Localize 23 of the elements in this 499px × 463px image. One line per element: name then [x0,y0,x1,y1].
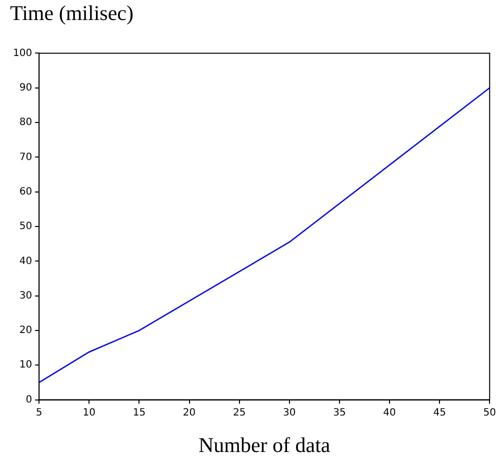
y-tick-label: 40 [19,256,32,267]
y-tick-label: 10 [19,360,32,371]
y-tick-label: 0 [26,394,32,406]
y-tick-label: 50 [19,221,32,232]
x-tick-label: 10 [82,407,96,418]
y-tick-label: 20 [19,325,32,336]
x-tick-label: 5 [36,407,42,418]
x-tick-label: 20 [182,407,196,418]
x-tick-label: 30 [283,407,296,418]
y-tick-label: 30 [19,290,32,302]
x-axis-title: Number of data [198,432,331,457]
y-axis-title: Time (milisec) [10,1,134,26]
x-tick-label: 40 [383,407,396,418]
y-tick-label: 60 [19,186,32,198]
x-tick-label: 50 [483,407,496,418]
y-tick-label: 70 [19,152,32,163]
y-tick-label: 100 [12,48,32,59]
x-tick-label: 15 [132,407,146,418]
x-tick-label: 45 [433,407,446,418]
x-tick-label: 35 [333,407,346,418]
y-tick-label: 90 [19,82,32,94]
x-tick-label: 25 [232,407,246,418]
y-tick-label: 80 [19,117,32,128]
